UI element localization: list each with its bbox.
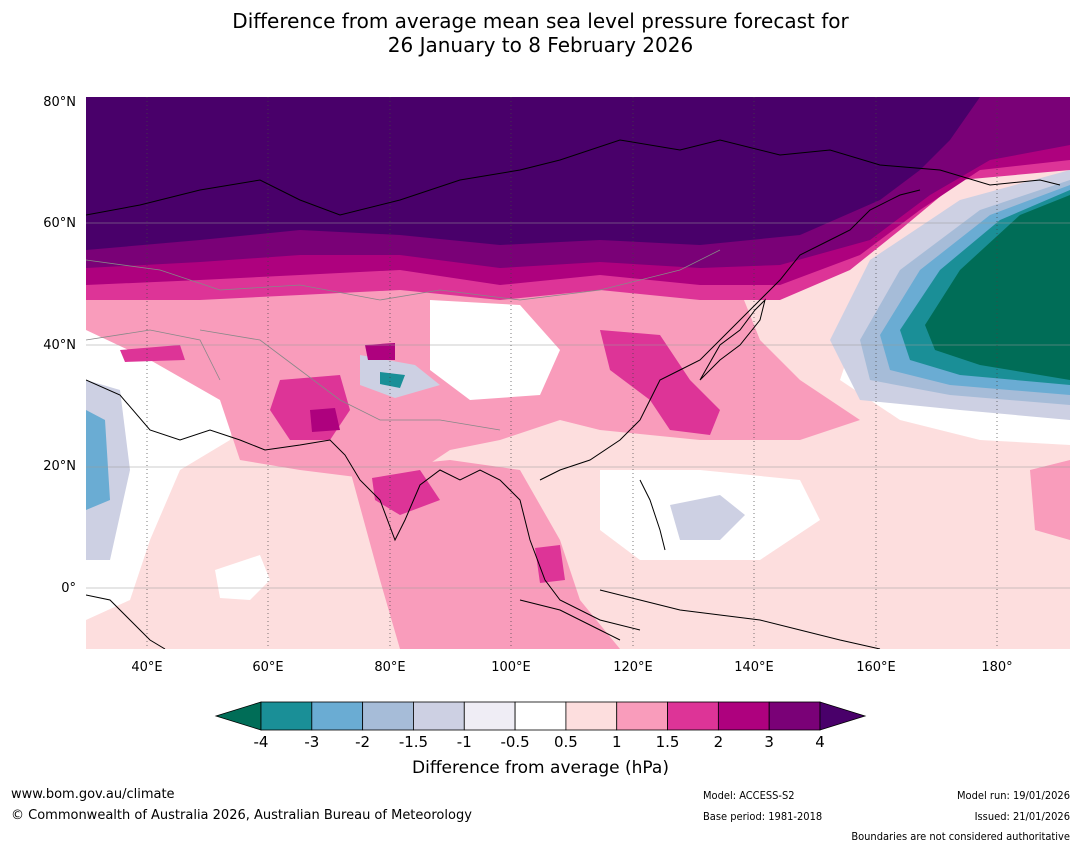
lat-label-60n: 60°N xyxy=(43,216,76,231)
colorbar-tick-label: -4 xyxy=(253,733,269,751)
colorbar-extend-min xyxy=(214,701,262,731)
colorbar-tick-label: -2 xyxy=(355,733,371,751)
footer-issued: Issued: 21/01/2026 xyxy=(974,810,1070,823)
colorbar-band xyxy=(463,701,516,731)
colorbar-band xyxy=(311,701,364,731)
colorbar-tick-label: 2 xyxy=(713,733,724,751)
colorbar-band xyxy=(362,701,414,731)
country-border xyxy=(86,329,221,381)
footer-url: www.bom.gov.au/climate xyxy=(11,787,175,802)
lon-label-40e: 40°E xyxy=(131,660,163,675)
africa-coastline xyxy=(86,594,166,649)
lon-label-120e: 120°E xyxy=(613,660,653,675)
anomaly-zone-white xyxy=(430,300,560,400)
colorbar-band xyxy=(616,701,668,731)
colorbar-band xyxy=(717,701,770,731)
arctic-coastline xyxy=(86,139,1061,216)
map-title-line1: Difference from average mean sea level p… xyxy=(232,9,849,33)
colorbar-band xyxy=(768,701,821,731)
lat-label-80n: 80°N xyxy=(43,95,76,110)
lat-label-20n: 20°N xyxy=(43,459,76,474)
colorbar-band xyxy=(565,701,618,731)
colorbar-tick-label: 4 xyxy=(815,733,825,751)
footer-boundaries-note: Boundaries are not considered authoritat… xyxy=(851,830,1070,843)
footer-model-run: Model run: 19/01/2026 xyxy=(957,789,1070,802)
lon-label-180: 180° xyxy=(981,660,1013,675)
east-asia-coastline xyxy=(539,189,921,481)
colorbar-tick-label: -0.5 xyxy=(500,733,530,751)
lat-label-40n: 40°N xyxy=(43,338,76,353)
country-border xyxy=(86,249,721,301)
pressure-anomaly-map xyxy=(86,97,1070,649)
anomaly-zone-white xyxy=(86,320,240,620)
anomaly-zone-magenta xyxy=(120,345,185,362)
japan-coastline xyxy=(699,298,766,381)
anomaly-zone-dark-magenta xyxy=(310,408,340,432)
anomaly-zone-dark-teal xyxy=(925,195,1070,380)
colorbar-tick-label: 1 xyxy=(611,733,622,751)
anomaly-zone-blue xyxy=(86,410,110,510)
colorbar xyxy=(214,701,867,731)
anomaly-zone-teal xyxy=(380,372,405,388)
south-asia-coastline xyxy=(86,379,641,631)
colorbar-tick-label: -1.5 xyxy=(398,733,429,751)
lon-label-80e: 80°E xyxy=(374,660,406,675)
lon-label-160e: 160°E xyxy=(856,660,896,675)
anomaly-zone-pink xyxy=(1030,460,1070,540)
anomaly-zone-dark-purple xyxy=(86,97,980,250)
lon-label-60e: 60°E xyxy=(252,660,284,675)
philippines-coastline xyxy=(639,479,666,551)
anomaly-zone-dark-magenta xyxy=(365,343,395,360)
colorbar-tick-label: -1 xyxy=(456,733,472,751)
colorbar-title: Difference from average (hPa) xyxy=(412,758,669,778)
colorbar-extend-max xyxy=(819,701,867,731)
sumatra-coastline xyxy=(519,599,621,641)
colorbar-band xyxy=(667,701,719,731)
anomaly-zone-lavender xyxy=(670,495,745,540)
lat-label-equator: 0° xyxy=(61,581,76,596)
colorbar-tick-label: 3 xyxy=(764,733,774,751)
colorbar-tick-label: -3 xyxy=(304,733,320,751)
anomaly-zone-magenta xyxy=(372,470,440,515)
colorbar-band xyxy=(514,701,567,731)
colorbar-band xyxy=(260,701,313,731)
lon-label-100e: 100°E xyxy=(491,660,531,675)
anomaly-zone-magenta xyxy=(600,330,720,435)
anomaly-zone-white xyxy=(215,555,270,600)
footer-base-period: Base period: 1981-2018 xyxy=(703,810,823,823)
footer-model: Model: ACCESS-S2 xyxy=(703,789,795,802)
colorbar-tick-label: 0.5 xyxy=(553,733,578,751)
map-title-line2: 26 January to 8 February 2026 xyxy=(387,33,694,57)
country-border xyxy=(199,329,501,431)
footer-copyright: © Commonwealth of Australia 2026, Austra… xyxy=(11,808,472,823)
maritime-coastline xyxy=(599,589,881,649)
lon-label-140e: 140°E xyxy=(734,660,774,675)
colorbar-band xyxy=(413,701,465,731)
colorbar-tick-label: 1.5 xyxy=(655,733,680,751)
